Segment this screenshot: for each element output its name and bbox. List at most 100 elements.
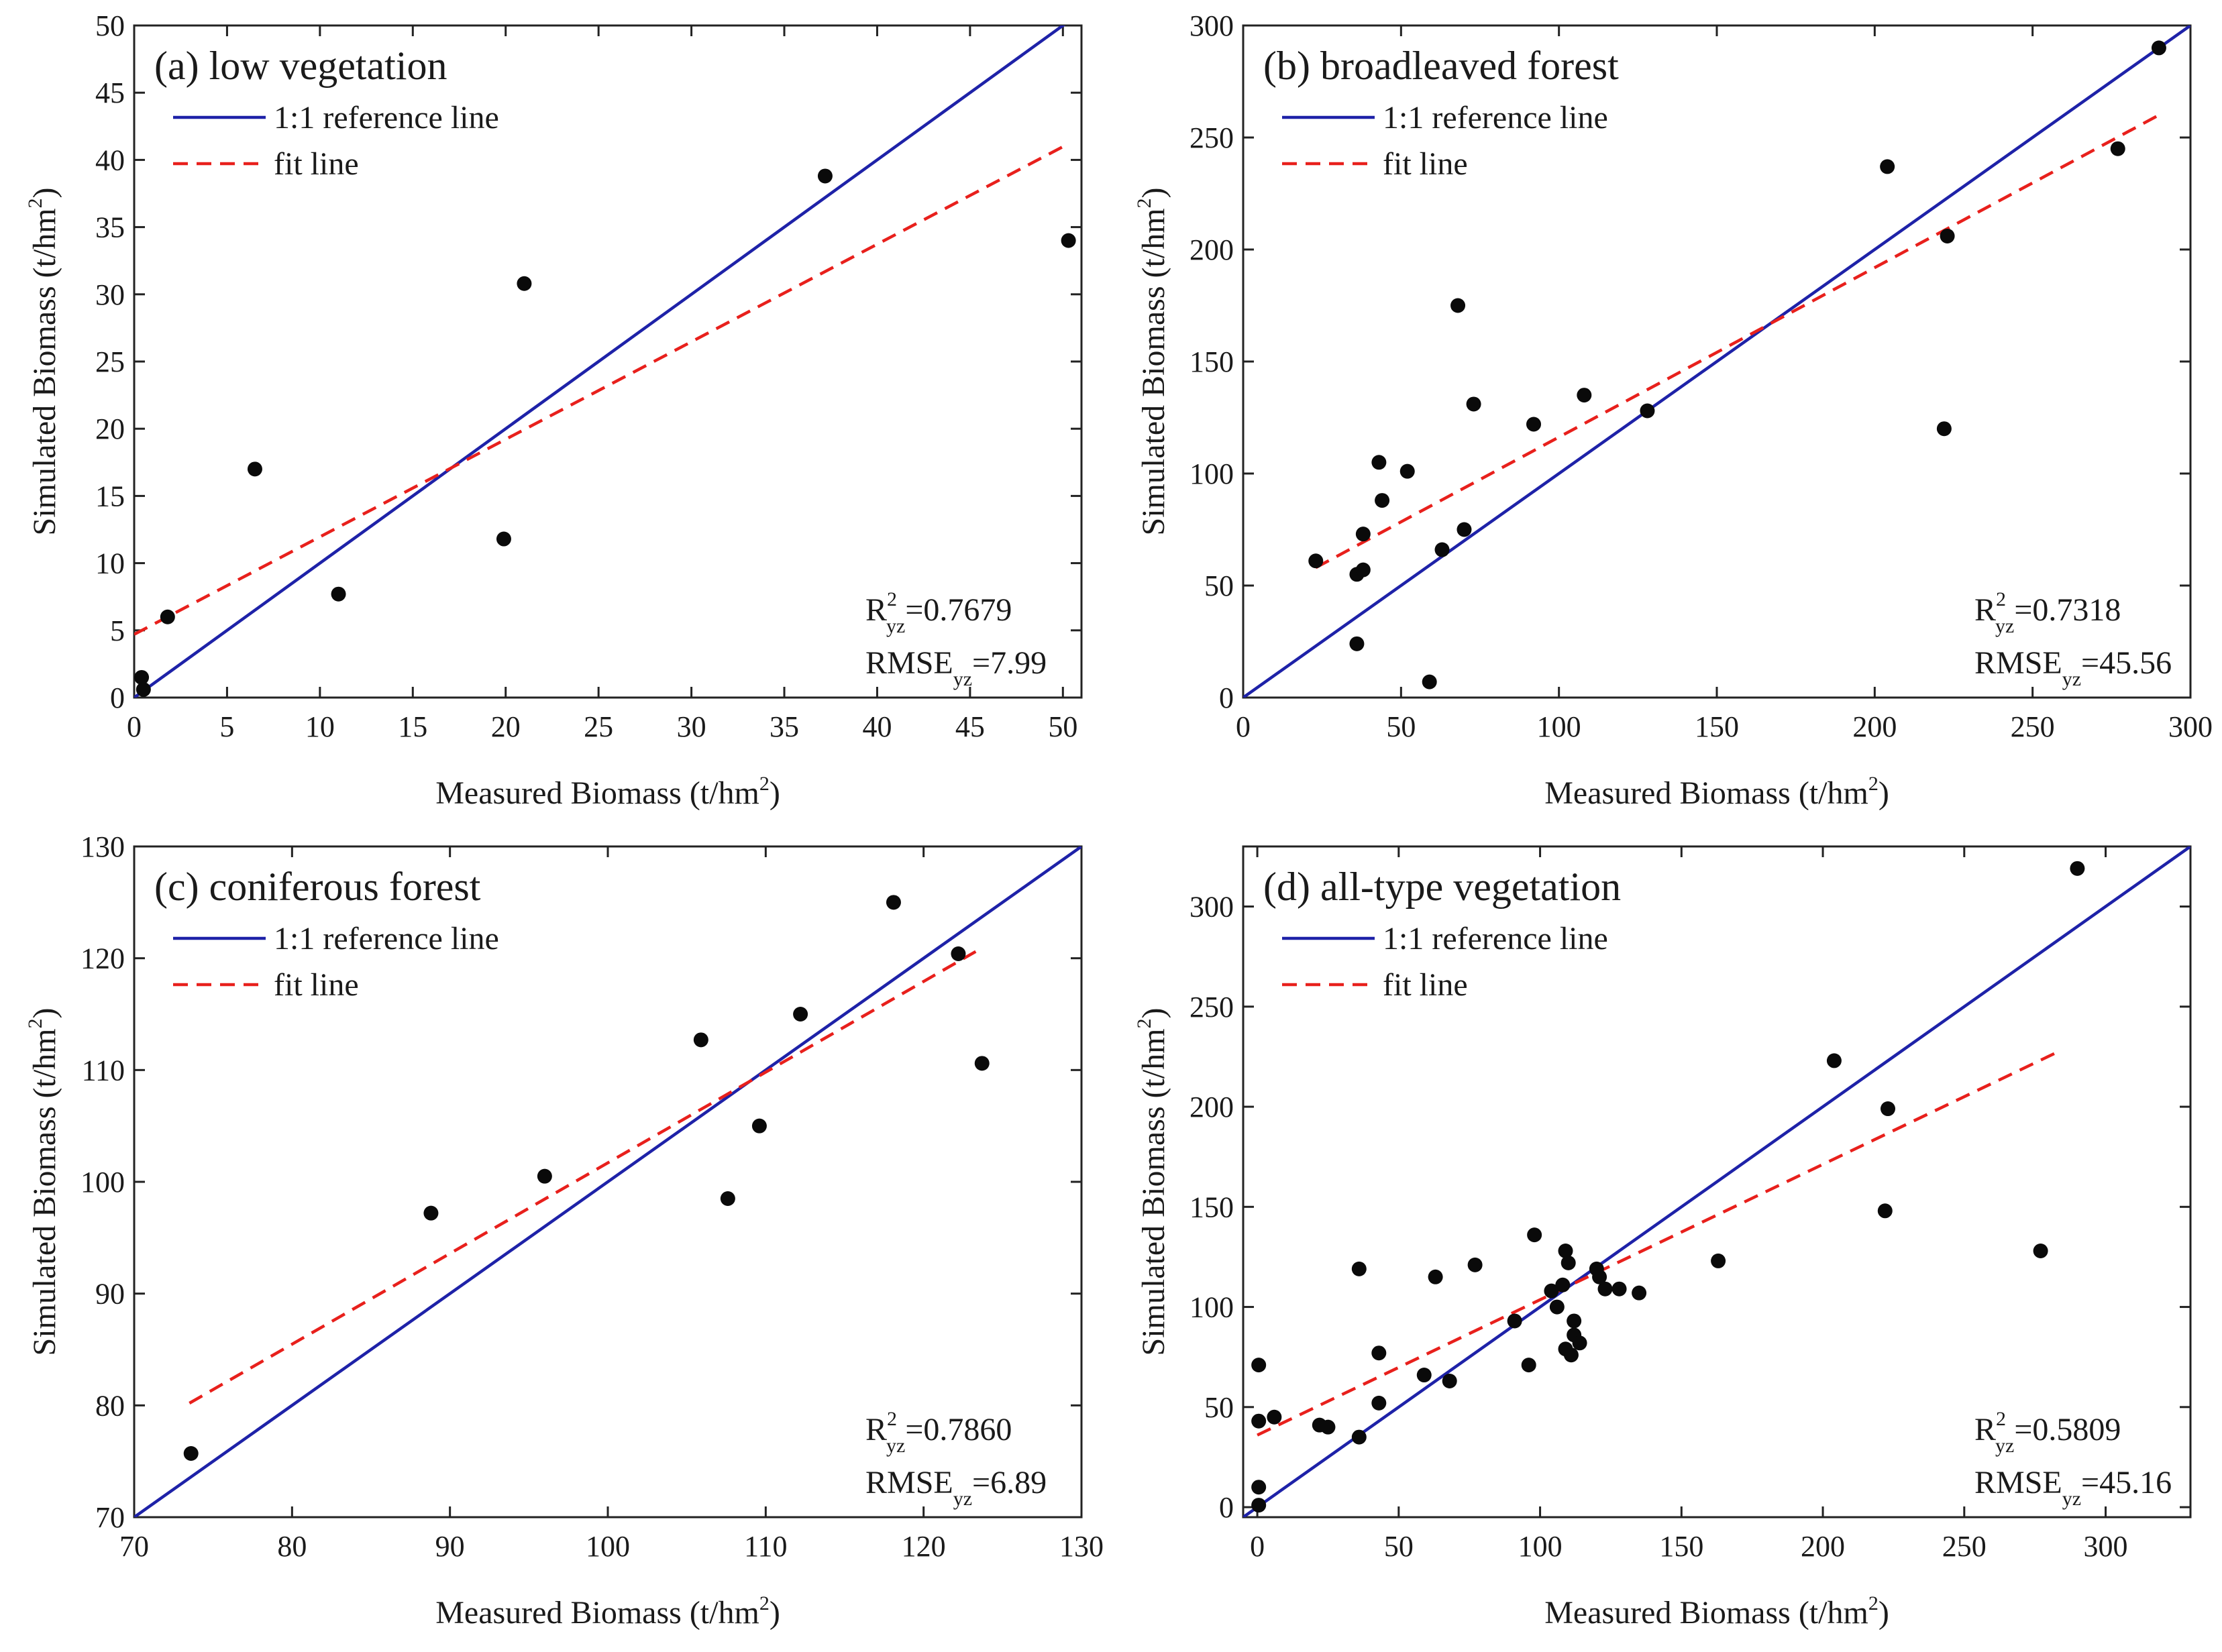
x-tick-label: 50 [1386,710,1416,743]
rmse-value: =7.99 [972,645,1047,681]
data-point [1555,1277,1571,1292]
data-point [136,681,151,697]
x-tick-label: 30 [677,710,706,743]
x-tick-label: 110 [744,1530,787,1563]
legend-label-reference: 1:1 reference line [1383,921,1608,956]
x-tick-label: 200 [1852,710,1897,743]
y-axis-label-close: ) [27,188,62,199]
y-axis-label-exponent: 2 [24,198,46,208]
y-tick-label: 50 [1204,1391,1234,1424]
data-point [2070,861,2085,876]
y-tick-label: 10 [95,547,125,580]
x-tick-label: 0 [1250,1530,1265,1563]
chart-panels: 0 5 10 15 20 25 30 35 40 45 5005101520253035404550… [24,9,2213,1631]
data-point [1371,1395,1387,1411]
plot-lines [134,846,1081,1517]
data-point [1061,233,1076,248]
legend-label-reference: 1:1 reference line [274,921,499,956]
legend-label-fit: fit line [1383,146,1468,182]
x-tick-label: 100 [586,1530,630,1563]
data-point [751,1118,767,1134]
data-point [423,1205,439,1221]
y-axis-label-close: ) [27,1008,62,1019]
data-point [1466,396,1481,412]
data-point [1527,1227,1542,1243]
y-tick-label: 5 [110,614,125,647]
rmse-symbol: RMSE [865,1465,953,1500]
y-tick-label: 50 [95,9,125,42]
x-axis-label-exponent: 2 [1868,773,1879,795]
data-point [1877,1203,1893,1219]
plot-frame [1242,845,2192,1519]
rmse-symbol: RMSE [1974,1465,2062,1500]
r-squared-value: =0.7679 [905,592,1012,628]
data-point [817,168,833,184]
x-tick-label: 25 [584,710,613,743]
x-axis-label: Measured Biomass (t/hm2) [1544,1592,1889,1631]
r-squared-subscript: yz [886,615,905,637]
x-tick-label: 45 [955,710,985,743]
data-point [1355,562,1371,577]
x-axis-label-text: Measured Biomass (t/hm [1544,775,1868,811]
data-point [1711,1253,1726,1268]
panel-title: (a) low vegetation [154,44,447,88]
x-axis-label: Measured Biomass (t/hm2) [435,1592,780,1631]
y-tick-label: 70 [95,1501,125,1534]
rmse-subscript: yz [953,1488,972,1510]
data-point [793,1007,808,1022]
data-point [517,276,532,291]
x-tick-label: 50 [1384,1530,1414,1563]
data-point [1375,493,1390,508]
data-point [1563,1347,1579,1363]
fit-line [1315,113,2160,569]
data-point [1351,1429,1367,1445]
y-axis-label: Simulated Biomass (t/hm2) [24,1008,62,1356]
y-tick-label: 150 [1189,345,1234,378]
x-tick-label: 5 [219,710,234,743]
panel-title: (c) coniferous forest [154,865,481,909]
data-point [1572,1335,1587,1351]
legend: 1:1 reference line fit line [1282,921,1608,1003]
data-point [2110,141,2125,156]
y-tick-label: 300 [1189,9,1234,42]
legend: 1:1 reference line fit line [1282,100,1608,182]
data-point [1308,553,1324,569]
data-point [1351,1261,1367,1276]
y-tick-label: 110 [82,1054,125,1087]
statistics: R2 yz=0.7679 RMSE yz =7.99 [865,588,1047,690]
data-point [1467,1257,1483,1272]
y-tick-label: 90 [95,1278,125,1311]
data-points [1251,861,2085,1513]
data-point [1560,1255,1576,1270]
x-tick-label: 250 [2011,710,2055,743]
plot-lines [1243,25,2190,698]
chart-panel-d: 0 50 100 150 200 250 300 0 50 100 150 200 250 300 Meas… [1133,845,2192,1631]
x-tick-label: 120 [902,1530,946,1563]
y-tick-label: 130 [81,830,125,863]
x-tick-label: 10 [305,710,335,743]
legend-label-reference: 1:1 reference line [274,100,499,135]
data-point [974,1056,990,1071]
plot-lines [1243,846,2190,1517]
r-squared-symbol: R [1974,1412,1996,1447]
x-tick-label: 20 [491,710,521,743]
y-axis-label-text: Simulated Biomass (t/hm [27,208,62,535]
x-tick-label: 130 [1059,1530,1104,1563]
legend: 1:1 reference line fit line [173,921,499,1003]
data-point [1507,1313,1522,1329]
data-point [1544,1283,1559,1299]
fit-line [189,950,977,1405]
rmse-value: =45.16 [2081,1465,2172,1500]
y-axis-label-text: Simulated Biomass (t/hm [1136,208,1171,535]
r-squared-text: R2 yz=0.7679 [865,588,1012,637]
data-point [1251,1358,1267,1373]
x-tick-label: 80 [277,1530,307,1563]
rmse-symbol: RMSE [865,645,953,681]
data-point [1399,463,1415,479]
x-tick-label: 70 [119,1530,149,1563]
x-axis-label: Measured Biomass (t/hm2) [1544,773,1889,811]
y-axis-label-exponent: 2 [1133,198,1155,208]
y-tick-label: 100 [81,1166,125,1199]
